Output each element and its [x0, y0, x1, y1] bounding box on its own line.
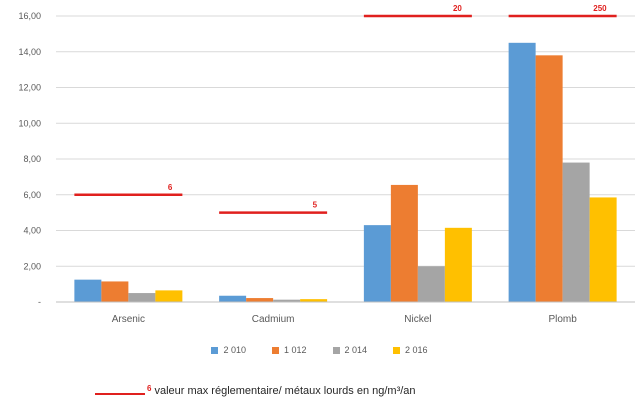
regulatory-limits: 6 5 20 250	[74, 4, 617, 214]
bar	[508, 42, 536, 302]
legend-swatch	[393, 346, 401, 354]
bar	[417, 266, 445, 302]
limit-label: 6	[168, 183, 173, 192]
bar	[363, 225, 391, 302]
bar	[562, 162, 590, 302]
y-tick-label: 8,00	[23, 154, 41, 164]
legend-item: 2 016	[393, 343, 428, 357]
legend-swatch	[271, 346, 279, 354]
x-category-label: Nickel	[404, 314, 431, 325]
y-tick-label: 4,00	[23, 226, 41, 236]
legend-label: 2 016	[405, 345, 428, 355]
legend-label: 2 014	[344, 345, 368, 355]
limit-label: 20	[453, 4, 462, 13]
y-tick-label: 10,00	[18, 118, 41, 128]
note-text: valeur max réglementaire/ métaux lourds …	[154, 385, 416, 397]
x-category-label: Cadmium	[252, 314, 295, 325]
legend-swatch	[211, 346, 219, 354]
x-category-label: Plomb	[548, 314, 577, 325]
legend-item: 1 012	[271, 343, 307, 357]
bar	[155, 290, 183, 302]
regulatory-note: 6 valeur max réglementaire/ métaux lourd…	[95, 383, 416, 397]
note-number: 6	[147, 384, 152, 393]
bar	[128, 293, 156, 302]
bar	[444, 227, 472, 302]
legend-label: 1 012	[283, 345, 307, 355]
limit-label: 5	[313, 201, 318, 210]
y-tick-label: 16,00	[18, 11, 41, 21]
legend-item: 2 010	[211, 343, 246, 357]
y-tick-label: 12,00	[18, 83, 41, 93]
x-axis: Arsenic Cadmium Nickel Plomb	[56, 301, 635, 325]
y-tick-label: 14,00	[18, 47, 41, 57]
y-axis: - 2,00 4,00 6,00 8,00 10,00 12,00 14,00 16,00	[18, 11, 41, 307]
legend-item: 2 014	[332, 343, 368, 357]
x-category-label: Arsenic	[112, 314, 145, 325]
bar	[589, 197, 617, 302]
y-tick-label: -	[38, 297, 41, 307]
y-tick-label: 2,00	[23, 261, 41, 271]
limit-line-sample	[95, 393, 145, 395]
bar	[390, 184, 418, 302]
bar	[219, 295, 247, 302]
bar	[74, 279, 102, 302]
y-tick-label: 6,00	[23, 190, 41, 200]
legend-swatch	[332, 346, 340, 354]
limit-label: 250	[593, 4, 607, 13]
legend: 2 010 1 012 2 014 2 016	[0, 343, 639, 357]
bars	[74, 42, 617, 303]
bar	[101, 281, 129, 302]
bar	[246, 298, 274, 302]
bar	[273, 299, 301, 302]
bar	[535, 55, 563, 303]
legend-label: 2 010	[223, 345, 246, 355]
bar	[300, 299, 328, 302]
